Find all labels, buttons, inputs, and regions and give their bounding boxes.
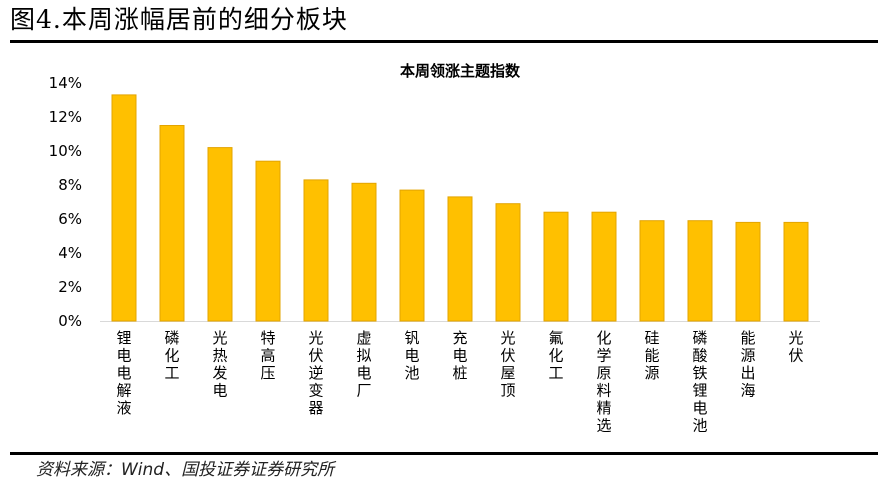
bar <box>783 221 809 322</box>
x-category-label: 钒电池 <box>404 329 419 382</box>
chart-title: 本周领涨主题指数 <box>400 62 521 80</box>
x-category-label: 磷酸铁锂电池 <box>692 329 707 435</box>
bar <box>159 125 185 322</box>
figure-title: 图4.本周涨幅居前的细分板块 <box>10 5 348 34</box>
bar <box>543 211 569 322</box>
x-category-label: 氟化工 <box>548 329 563 382</box>
bar <box>303 179 329 322</box>
bottom-divider <box>10 452 878 455</box>
y-axis: 0% 2% 4% 6% 8% 10% 12% 14% <box>49 74 82 330</box>
y-tick-label: 6% <box>58 210 82 228</box>
bar <box>639 220 665 322</box>
bar <box>111 94 137 322</box>
x-category-label: 光伏屋顶 <box>500 329 515 400</box>
top-divider <box>10 40 878 43</box>
y-tick-label: 2% <box>58 278 82 296</box>
x-category-label: 磷化工 <box>164 329 179 382</box>
y-tick-label: 14% <box>49 74 82 92</box>
bar <box>735 221 761 322</box>
bar <box>591 211 617 322</box>
x-category-label: 光热发电 <box>212 329 227 400</box>
bar <box>687 220 713 322</box>
bar <box>255 160 281 322</box>
x-category-label: 充电桩 <box>452 329 467 382</box>
bar <box>351 182 377 322</box>
x-axis-labels: 锂电电解液 磷化工 光热发电 特高压 光伏逆变器 虚拟电厂 钒电池 充电桩 光伏屋顶 氟化工 化学原… <box>116 329 803 435</box>
y-tick-label: 10% <box>49 142 82 160</box>
x-category-label: 硅能源 <box>644 329 659 382</box>
bar <box>495 203 521 322</box>
y-tick-label: 0% <box>58 312 82 330</box>
source-note: 资料来源：Wind、国投证券证券研究所 <box>36 460 335 480</box>
x-category-label: 光伏 <box>788 329 803 365</box>
y-tick-label: 8% <box>58 176 82 194</box>
bar <box>399 189 425 322</box>
x-category-label: 锂电电解液 <box>116 329 131 417</box>
x-category-label: 特高压 <box>260 329 275 382</box>
bars-group <box>111 94 809 322</box>
y-tick-label: 4% <box>58 244 82 262</box>
x-category-label: 化学原料精选 <box>596 329 611 435</box>
x-category-label: 能源出海 <box>740 329 755 400</box>
bar <box>447 196 473 322</box>
bar-chart: 本周领涨主题指数 0% 2% 4% 6% 8% 10% 12% 14% 锂电电解液 磷化工 光热发… <box>49 62 820 435</box>
y-tick-label: 12% <box>49 108 82 126</box>
bar <box>207 147 233 322</box>
x-category-label: 光伏逆变器 <box>308 329 323 417</box>
x-category-label: 虚拟电厂 <box>356 329 371 400</box>
